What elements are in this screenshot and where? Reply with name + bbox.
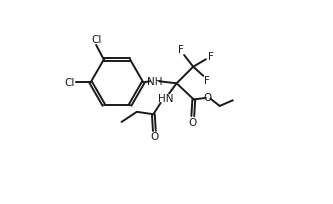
Text: Cl: Cl <box>91 35 101 45</box>
Text: O: O <box>204 93 212 103</box>
Text: Cl: Cl <box>64 78 75 88</box>
Text: HN: HN <box>158 94 173 104</box>
Text: F: F <box>178 45 184 55</box>
Text: O: O <box>150 132 159 142</box>
Text: O: O <box>189 117 197 127</box>
Text: F: F <box>208 51 214 61</box>
Text: F: F <box>204 75 210 85</box>
Text: NH: NH <box>147 76 162 86</box>
